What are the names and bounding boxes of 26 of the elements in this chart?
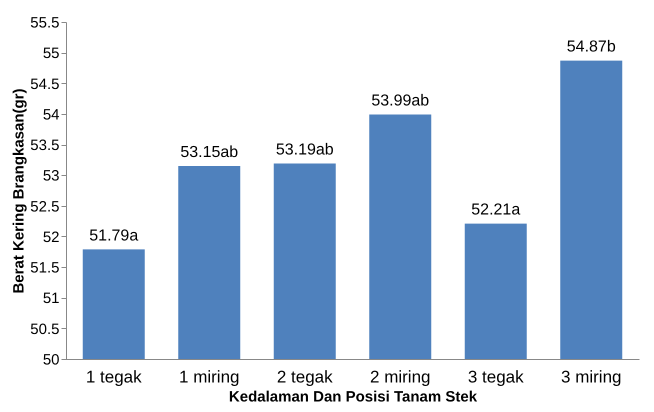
data-label: 53.99ab [371,92,430,110]
y-tick-label: 54 [42,106,60,124]
x-tick-label: 3 tegak [468,368,524,386]
x-tick-label: 2 miring [370,368,430,386]
y-tick-label: 52.5 [30,198,60,216]
y-tick-label: 54.5 [30,76,60,93]
y-tick-label: 55.5 [30,14,60,32]
y-tick-label: 51 [42,290,60,308]
x-axis-title: Kedalaman Dan Posisi Tanam Stek [228,388,478,406]
x-tick-label: 1 tegak [86,368,142,386]
x-tick-label: 1 miring [179,368,240,386]
data-label: 51.79a [89,227,138,244]
y-tick-label: 55 [42,45,60,62]
y-tick-label: 50.5 [30,320,60,338]
data-label: 54.87b [566,38,616,56]
y-tick-label: 53 [42,168,60,185]
data-label: 52.21a [471,202,520,219]
data-label: 53.15ab [180,144,238,161]
data-label: 53.19ab [276,142,334,159]
x-tick-label: 3 miring [561,368,622,386]
y-tick-label: 53.5 [30,137,60,154]
y-tick-label: 50 [42,352,60,368]
x-tick-label: 2 tegak [276,368,334,386]
y-axis-title: Berat Kering Brangkasan(gr) [10,88,28,294]
y-tick-label: 51.5 [30,260,60,277]
y-tick-label: 52 [42,228,60,246]
